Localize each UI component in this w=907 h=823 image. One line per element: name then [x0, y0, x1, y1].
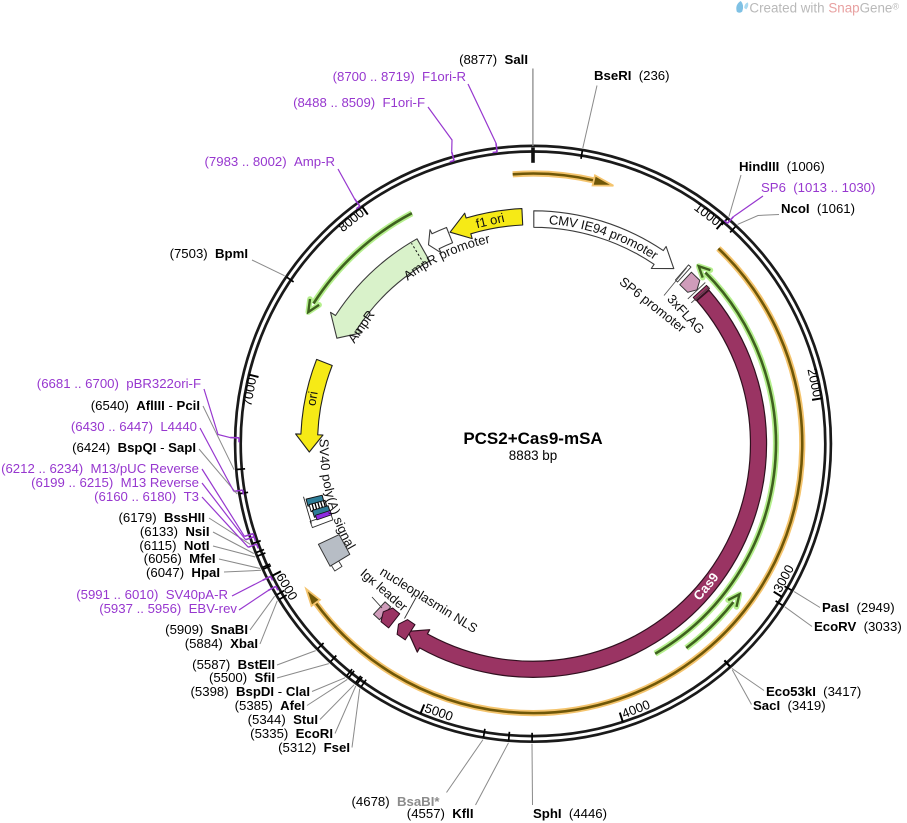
- svg-text:HindIII (1006): HindIII (1006): [739, 159, 825, 174]
- svg-text:ori: ori: [303, 390, 320, 407]
- svg-text:(4678) BsaBI*: (4678) BsaBI*: [352, 794, 441, 809]
- svg-text:Eco53kI (3417): Eco53kI (3417): [766, 684, 861, 699]
- svg-text:(5991 .. 6010) SV40pA-R: (5991 .. 6010) SV40pA-R: [76, 587, 228, 602]
- svg-text:SacI (3419): SacI (3419): [753, 698, 826, 713]
- svg-text:(5937 .. 5956) EBV-rev: (5937 .. 5956) EBV-rev: [99, 601, 237, 616]
- svg-text:(6160 .. 6180) T3: (6160 .. 6180) T3: [94, 489, 199, 504]
- svg-text:(6540) AflIII - PciI: (6540) AflIII - PciI: [91, 398, 200, 413]
- svg-text:EcoRV (3033): EcoRV (3033): [814, 619, 902, 634]
- svg-text:(6047) HpaI: (6047) HpaI: [146, 565, 220, 580]
- svg-text:(8488 .. 8509) F1ori-F: (8488 .. 8509) F1ori-F: [293, 95, 425, 110]
- svg-text:(5587) BstEII: (5587) BstEII: [192, 657, 275, 672]
- svg-text:(5312) FseI: (5312) FseI: [278, 740, 350, 755]
- svg-text:(7983 .. 8002) Amp-R: (7983 .. 8002) Amp-R: [205, 154, 335, 169]
- svg-text:(6115) NotI: (6115) NotI: [139, 538, 209, 553]
- svg-text:(6179) BssHII: (6179) BssHII: [119, 510, 206, 525]
- svg-text:Created with SnapGene®: Created with SnapGene®: [749, 1, 899, 16]
- svg-text:SphI (4446): SphI (4446): [533, 806, 607, 821]
- svg-text:(6681 .. 6700) pBR322ori-F: (6681 .. 6700) pBR322ori-F: [37, 376, 201, 391]
- svg-text:(7503) BpmI: (7503) BpmI: [170, 246, 248, 261]
- svg-text:BseRI (236): BseRI (236): [594, 68, 670, 83]
- svg-text:(6199 .. 6215) M13 Reverse: (6199 .. 6215) M13 Reverse: [31, 475, 199, 490]
- svg-text:(5884) XbaI: (5884) XbaI: [185, 636, 258, 651]
- svg-text:(5500) SfiI: (5500) SfiI: [209, 670, 275, 685]
- svg-text:(6430 .. 6447) L4440: (6430 .. 6447) L4440: [71, 419, 197, 434]
- svg-text:(6133) NsiI: (6133) NsiI: [140, 524, 210, 539]
- svg-text:(6212 .. 6234) M13/pUC Revers: (6212 .. 6234) M13/pUC Reverse: [1, 461, 199, 476]
- svg-text:8883 bp: 8883 bp: [509, 448, 557, 463]
- svg-text:2000: 2000: [804, 367, 825, 398]
- svg-text:(5909) SnaBI: (5909) SnaBI: [165, 622, 248, 637]
- svg-text:(8700 .. 8719) F1ori-R: (8700 .. 8719) F1ori-R: [333, 69, 466, 84]
- svg-text:(8877) SalI: (8877) SalI: [459, 52, 528, 67]
- svg-text:PCS2+Cas9-mSA: PCS2+Cas9-mSA: [463, 429, 602, 448]
- svg-text:(6424) BspQI - SapI: (6424) BspQI - SapI: [72, 440, 196, 455]
- svg-text:(5398) BspDI - ClaI: (5398) BspDI - ClaI: [191, 684, 310, 699]
- svg-text:(4557) KflI: (4557) KflI: [407, 806, 474, 821]
- svg-text:(5385) AfeI: (5385) AfeI: [235, 698, 305, 713]
- svg-text:PasI (2949): PasI (2949): [822, 600, 895, 615]
- svg-text:NcoI (1061): NcoI (1061): [781, 201, 855, 216]
- svg-text:(6056) MfeI: (6056) MfeI: [144, 551, 216, 566]
- svg-text:(5335) EcoRI: (5335) EcoRI: [250, 726, 333, 741]
- svg-text:SP6 (1013 .. 1030): SP6 (1013 .. 1030): [761, 180, 875, 195]
- svg-text:7000: 7000: [239, 376, 259, 407]
- svg-text:f1 ori: f1 ori: [474, 210, 506, 231]
- svg-text:(5344) StuI: (5344) StuI: [248, 712, 318, 727]
